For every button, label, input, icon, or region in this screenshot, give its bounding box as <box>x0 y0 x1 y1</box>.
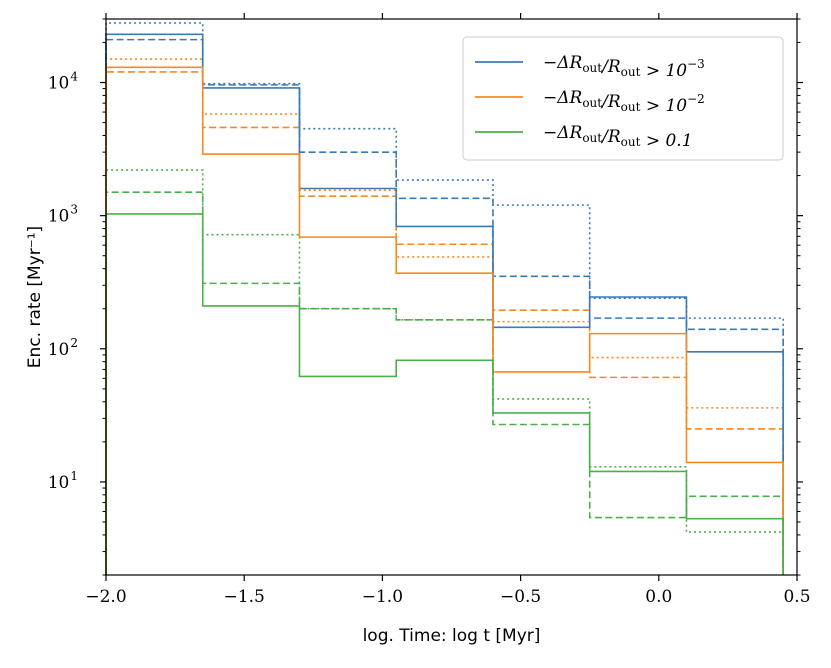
y-tick-exponent: 4 <box>70 70 78 84</box>
series-step-10-3-solid <box>105 33 784 575</box>
legend: −ΔRout/Rout > 10−3 −ΔRout/Rout > 10−2 −ΔRo… <box>462 36 784 161</box>
y-tick-label: 104 <box>48 70 79 94</box>
series-step-0-1-dotted <box>105 169 784 575</box>
series-layer <box>105 22 784 575</box>
x-tick-label: 0.5 <box>783 587 810 607</box>
y-axis-label: Enc. rate [Myr⁻¹] <box>25 226 45 368</box>
y-tick-exponent: 3 <box>70 203 78 217</box>
x-tick-label: −1.5 <box>224 587 265 607</box>
series-step-0-1-solid <box>105 213 784 575</box>
y-tick-label: 101 <box>48 469 78 493</box>
y-tick-label: 103 <box>48 203 78 227</box>
y-tick-exponent: 2 <box>70 336 78 350</box>
legend-entry-label: −ΔRout/Rout > 10−2 <box>543 88 705 116</box>
x-tick-label: −2.0 <box>85 587 126 607</box>
x-tick-label: −0.5 <box>500 587 541 607</box>
legend-entry-label: −ΔRout/Rout > 10−3 <box>543 53 705 81</box>
y-tick-exponent: 1 <box>70 469 78 483</box>
series-step-10-2-solid <box>105 66 784 575</box>
x-tick-label: −1.0 <box>362 587 403 607</box>
series-step-0-1-dashed <box>105 191 784 575</box>
ticks-layer: −2.0 −1.5 −1.0 −0.5 0.0 0.5 101 102 103 104 <box>48 13 811 607</box>
legend-box <box>462 36 784 161</box>
plot-frame <box>105 18 798 576</box>
y-tick-label: 102 <box>48 336 78 360</box>
x-axis-label: log. Time: log t [Myr] <box>363 626 541 646</box>
legend-entry-label: −ΔRout/Rout > 0.1 <box>543 123 693 151</box>
x-tick-label: 0.0 <box>645 587 672 607</box>
series-step-10-2-dashed <box>105 71 784 575</box>
